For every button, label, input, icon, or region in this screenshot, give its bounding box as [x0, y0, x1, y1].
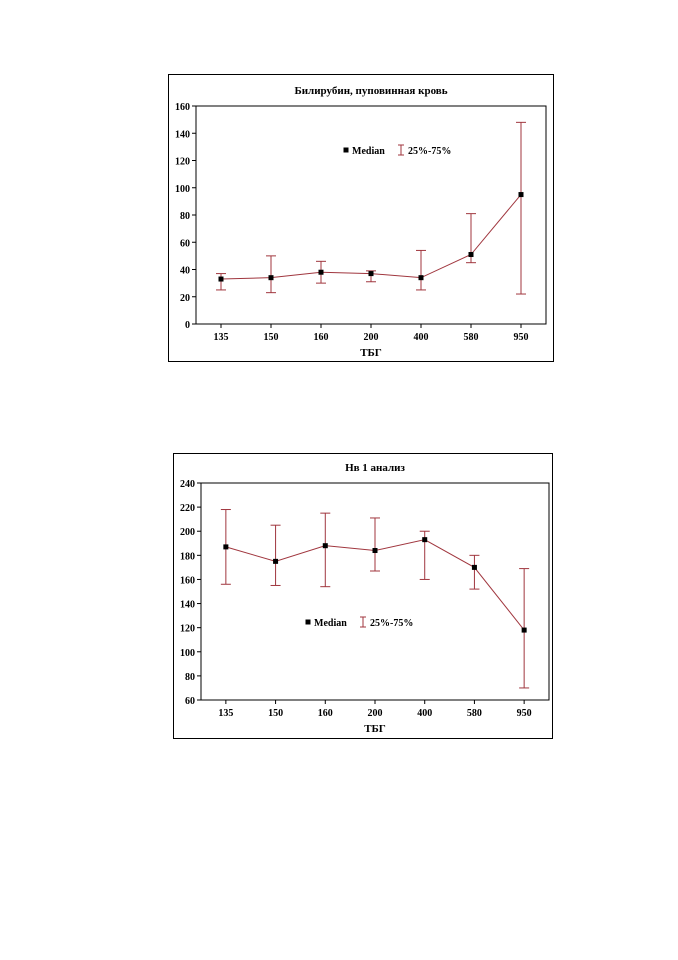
y-tick-label: 20	[180, 293, 190, 304]
x-tick-label: 400	[417, 708, 432, 719]
chart-title: Нв 1 анализ	[345, 462, 405, 474]
y-tick-label: 140	[180, 600, 195, 611]
y-tick-label: 120	[180, 624, 195, 635]
median-point	[418, 275, 424, 281]
y-tick-label: 100	[180, 648, 195, 659]
legend-range-label: 25%-75%	[370, 618, 413, 629]
median-point	[471, 564, 477, 570]
x-tick-label: 950	[517, 708, 532, 719]
chart-bilirubin-svg: Билирубин, пуповинная кровь 0 20 40 60 80 100 1…	[175, 85, 547, 359]
legend-median-label: Median	[352, 146, 385, 157]
median-point	[368, 271, 374, 277]
median-point	[223, 544, 229, 550]
median-point	[218, 276, 224, 282]
median-point	[521, 627, 527, 633]
median-point	[468, 252, 474, 258]
x-tick-label: 160	[318, 708, 333, 719]
median-point	[518, 192, 524, 198]
x-axis-label: ТБГ	[360, 347, 382, 359]
plot-area	[200, 482, 550, 701]
y-tick-label: 100	[175, 184, 190, 195]
x-tick-label: 200	[368, 708, 383, 719]
chart-hb-svg: Нв 1 анализ 60 80 100 120 140 160 180 200 220 240 1…	[180, 462, 550, 735]
y-tick-label: 240	[180, 479, 195, 490]
x-tick-label: 135	[214, 332, 229, 343]
y-tick-label: 180	[180, 551, 195, 562]
x-tick-label: 135	[218, 708, 233, 719]
y-tick-label: 200	[180, 527, 195, 538]
y-tick-label: 80	[180, 211, 190, 222]
median-point	[322, 543, 328, 549]
chart-bilirubin: Билирубин, пуповинная кровь 0 20 40 60 80 100 1…	[168, 74, 554, 362]
median-point	[372, 548, 378, 554]
y-tick-label: 160	[175, 102, 190, 113]
y-tick-label: 120	[175, 157, 190, 168]
legend-median-marker	[305, 619, 311, 625]
y-tick-label: 80	[185, 672, 195, 683]
median-point	[268, 275, 274, 281]
y-tick-label: 0	[185, 320, 190, 331]
y-tick-label: 60	[185, 696, 195, 707]
median-point	[422, 537, 428, 543]
x-tick-label: 580	[464, 332, 479, 343]
y-tick-label: 40	[180, 266, 190, 277]
x-tick-label: 400	[414, 332, 429, 343]
y-tick-label: 160	[180, 575, 195, 586]
median-point	[273, 558, 279, 564]
x-tick-label: 580	[467, 708, 482, 719]
x-tick-label: 150	[268, 708, 283, 719]
x-tick-label: 950	[514, 332, 529, 343]
legend-range-label: 25%-75%	[408, 146, 451, 157]
median-point	[318, 269, 324, 275]
x-tick-label: 200	[364, 332, 379, 343]
median-line	[220, 194, 522, 280]
y-tick-label: 60	[180, 238, 190, 249]
legend-median-marker	[343, 147, 349, 153]
x-tick-label: 150	[264, 332, 279, 343]
plot-area	[195, 105, 547, 325]
x-axis-label: ТБГ	[364, 723, 386, 735]
chart-title: Билирубин, пуповинная кровь	[294, 85, 447, 97]
y-tick-label: 220	[180, 503, 195, 514]
legend-median-label: Median	[314, 618, 347, 629]
x-tick-label: 160	[314, 332, 329, 343]
chart-hb: Нв 1 анализ 60 80 100 120 140 160 180 200 220 240 1…	[173, 453, 553, 739]
y-tick-label: 140	[175, 129, 190, 140]
